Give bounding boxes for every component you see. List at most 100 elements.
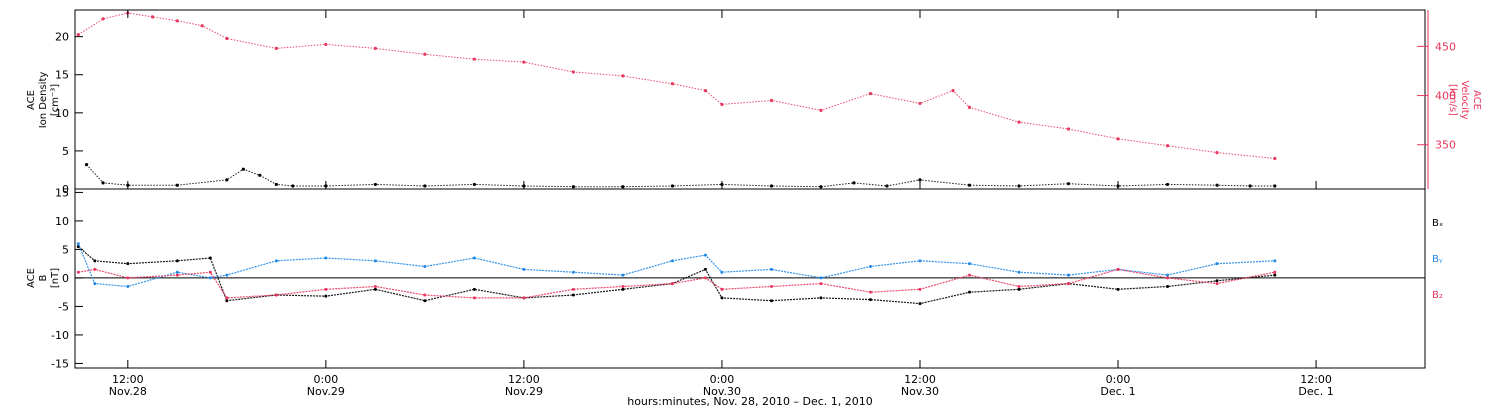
density-point — [852, 181, 856, 185]
density-axis-label-line1: ACE — [26, 90, 37, 110]
velocity-point — [76, 32, 80, 37]
density-point — [258, 173, 262, 177]
bx-point — [1215, 279, 1219, 283]
date-tick-label: Nov.30 — [703, 385, 741, 398]
velocity-point — [423, 52, 427, 56]
bz-point — [967, 273, 971, 277]
bz-point — [1215, 282, 1219, 286]
b-tick-label: 5 — [62, 243, 69, 256]
by-point — [1017, 270, 1021, 274]
bx-point — [703, 267, 707, 271]
b-tick-label: -5 — [58, 300, 69, 313]
bz-point — [76, 270, 80, 274]
velocity-point — [868, 91, 873, 96]
by-point — [76, 242, 80, 246]
top-right-velocity-axis: 350 400 450 — [1417, 10, 1456, 189]
density-point — [225, 178, 229, 182]
by-point — [274, 259, 278, 263]
density-point — [84, 163, 89, 167]
b-axis-label-line1: ACE — [26, 268, 37, 288]
legend-bz: B₂ — [1432, 290, 1443, 301]
bx-point — [225, 299, 229, 303]
density-point — [1066, 182, 1071, 186]
velocity-point — [324, 42, 328, 47]
density-point — [1165, 182, 1170, 187]
velocity-point — [225, 36, 229, 41]
velocity-point — [819, 108, 823, 112]
density-point — [670, 184, 675, 188]
bx-point — [324, 294, 328, 298]
by-point — [670, 259, 674, 263]
bz-point — [1017, 284, 1021, 288]
velocity-axis-label-line3: [km/s] — [1447, 84, 1458, 116]
velocity-tick-label: 450 — [1435, 40, 1456, 53]
bx-point — [175, 259, 179, 263]
bx-point — [967, 290, 971, 294]
by-point — [522, 267, 526, 271]
by-point — [324, 256, 328, 260]
bz-point — [472, 296, 476, 300]
density-point — [1215, 183, 1219, 187]
bx-point — [819, 296, 823, 300]
velocity-point — [769, 98, 774, 103]
velocity-point — [967, 105, 972, 109]
b-axis-label-line3: [nT] — [50, 268, 61, 288]
density-point — [101, 181, 105, 185]
density-axis-label-line3: [cm⁻³] — [50, 84, 61, 116]
velocity-point — [1116, 137, 1120, 141]
time-tick-label: 0:00 — [1106, 373, 1131, 386]
velocity-point — [1273, 156, 1277, 161]
top-series-points — [76, 11, 1277, 189]
bottom-plot-frame — [74, 188, 1426, 369]
bz-point — [1067, 282, 1071, 286]
bz-point — [1166, 276, 1170, 280]
density-point — [918, 178, 922, 182]
density-point — [423, 184, 427, 188]
density-point — [175, 183, 179, 187]
b-tick-label: -10 — [51, 329, 69, 342]
b-tick-label: 0 — [62, 272, 69, 285]
density-point — [819, 185, 823, 189]
bz-point — [522, 296, 526, 300]
by-point — [1166, 273, 1170, 277]
bz-point — [274, 293, 278, 297]
bz-point — [175, 273, 179, 277]
date-tick-label: Nov.29 — [505, 385, 543, 398]
velocity-point — [373, 46, 377, 50]
by-point — [93, 282, 97, 286]
velocity-point — [522, 60, 526, 64]
date-tick-label: Dec. 1 — [1298, 385, 1333, 398]
bz-point — [225, 296, 229, 300]
bx-point — [1116, 287, 1120, 291]
x-axis-caption: hours:minutes, Nov. 28, 2010 – Dec. 1, 2… — [627, 395, 873, 408]
by-point — [769, 267, 773, 271]
bx-point — [126, 262, 130, 266]
bx-point — [720, 296, 724, 300]
density-point — [373, 182, 377, 187]
time-tick-label: 12:00 — [904, 373, 936, 386]
bottom-left-axis: -15 -10 -5 0 5 10 15 — [51, 186, 83, 370]
by-point — [819, 276, 823, 280]
bz-point — [423, 293, 427, 297]
by-point — [373, 259, 377, 263]
bx-point — [769, 299, 773, 303]
b-axis-label-line2: B — [38, 274, 49, 281]
by-point — [126, 284, 130, 288]
density-point — [291, 184, 295, 188]
time-tick-label: 0:00 — [710, 373, 735, 386]
bx-point — [423, 299, 427, 303]
b-tick-label: 15 — [55, 186, 69, 199]
time-tick-label: 0:00 — [314, 373, 339, 386]
bx-point — [918, 302, 922, 306]
legend-bx: Bₓ — [1432, 218, 1443, 229]
velocity-point — [951, 89, 955, 93]
time-tick-label: 12:00 — [112, 373, 144, 386]
velocity-axis-label-line2: Velocity — [1459, 80, 1470, 119]
velocity-axis-label-line1: ACE — [1471, 90, 1482, 110]
bz-point — [373, 284, 377, 288]
velocity-point — [571, 70, 576, 74]
bx-point — [1273, 273, 1277, 277]
top-left-axis: 0 5 10 15 20 — [55, 31, 83, 196]
date-tick-label: Nov.28 — [109, 385, 147, 398]
bz-point — [670, 282, 674, 286]
